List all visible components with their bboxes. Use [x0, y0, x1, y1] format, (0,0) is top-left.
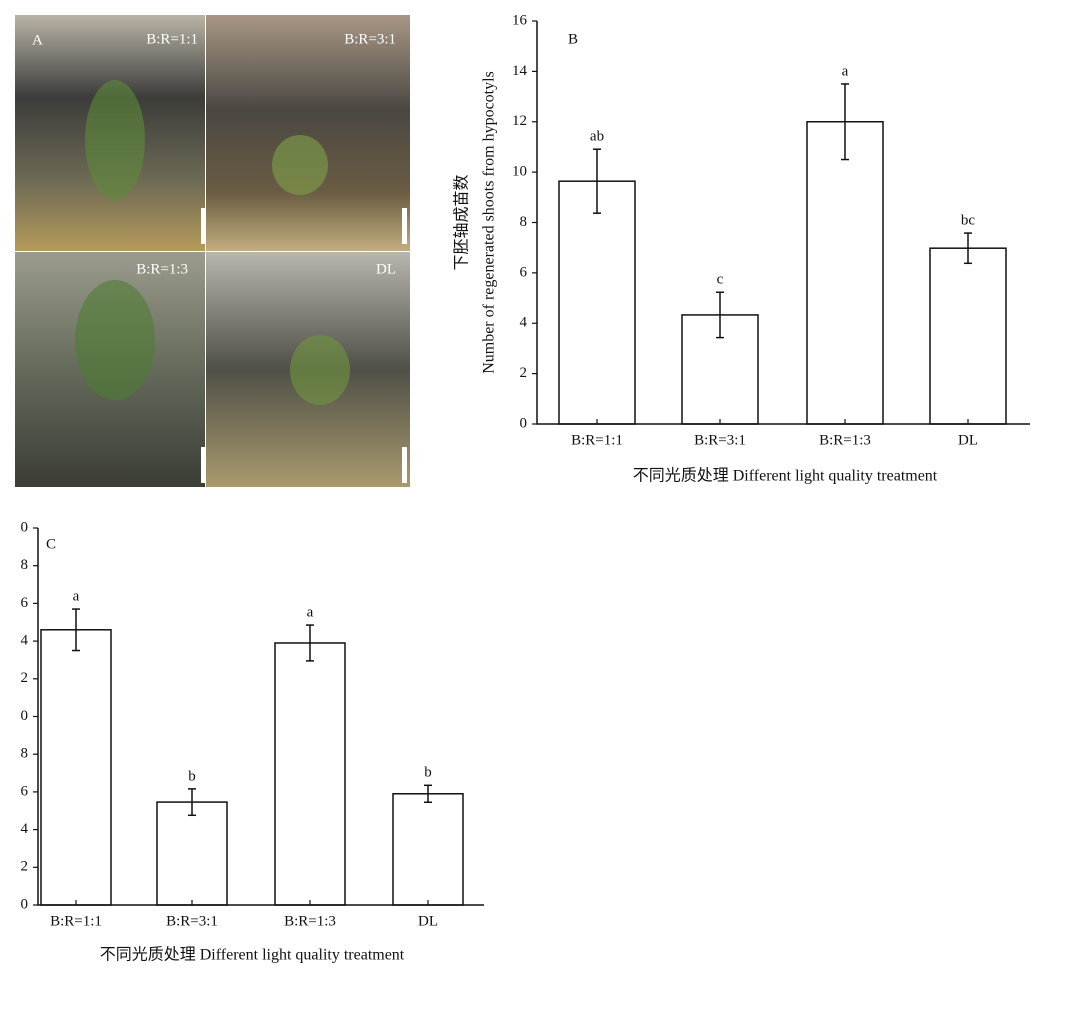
photo-caption: DL — [376, 261, 396, 277]
photo-panel: A B:R=1:1 B:R=3:1 B:R=1:3 DL — [15, 15, 410, 487]
bar — [806, 121, 884, 425]
panel-label: C — [46, 536, 56, 552]
chart-C: 0 2 4 6 8 0 2 4 6 8 0 a B:R=1:1 b B:R=3:1 a B:R=1:3 b DL C 不… — [21, 519, 484, 964]
x-tick-label: B:R=1:1 — [50, 913, 102, 929]
bar — [558, 180, 636, 425]
y-tick-label: 16 — [512, 12, 528, 28]
significance-label: c — [717, 272, 724, 288]
bar — [40, 629, 112, 906]
y-tick-label: 6 — [21, 783, 29, 799]
y-axis-title: 下胚轴成苗数 — [453, 174, 471, 270]
x-tick-label: DL — [958, 432, 978, 448]
y-tick-label: 12 — [512, 113, 527, 129]
y-tick-label: 4 — [21, 821, 29, 837]
y-tick-label: 0 — [520, 415, 528, 431]
plant — [272, 135, 328, 195]
photo — [206, 15, 410, 251]
bar — [274, 642, 346, 906]
chart-B: 0 2 4 6 8 10 12 14 16 ab B:R=1:1 c B:R=3:1 a B:R=1:3 bc… — [453, 12, 1030, 485]
y-tick-label: 10 — [512, 164, 527, 180]
y-tick-label: 6 — [21, 595, 29, 611]
scale-bar — [201, 208, 206, 244]
scale-bar — [201, 447, 206, 483]
photo-caption: B:R=1:1 — [146, 31, 198, 47]
x-tick-label: B:R=1:3 — [819, 432, 871, 448]
photo-caption: B:R=3:1 — [344, 31, 396, 47]
significance-label: ab — [590, 129, 604, 145]
plant — [85, 80, 145, 200]
x-tick-label: B:R=3:1 — [166, 913, 218, 929]
y-tick-label: 2 — [21, 859, 29, 875]
bar — [929, 247, 1007, 425]
x-tick-label: B:R=1:1 — [571, 432, 623, 448]
panel-label: A — [32, 32, 43, 48]
y-tick-label: 4 — [520, 315, 528, 331]
scale-bar — [402, 208, 407, 244]
significance-label: bc — [961, 213, 976, 229]
photo-caption: B:R=1:3 — [136, 261, 188, 277]
axes — [37, 528, 484, 906]
bar — [392, 793, 464, 906]
x-tick-label: B:R=1:3 — [284, 913, 336, 929]
y-tick-label: 14 — [512, 63, 528, 79]
x-tick-label: DL — [418, 913, 438, 929]
bar — [156, 801, 228, 906]
significance-label: b — [424, 765, 432, 781]
y-tick-label: 8 — [21, 557, 29, 573]
y-axis-title: Number of regenerated shoots from hypoco… — [481, 71, 498, 374]
y-tick-label: 2 — [520, 365, 528, 381]
y-tick-label: 6 — [520, 264, 528, 280]
axes — [536, 21, 1030, 425]
significance-label: a — [307, 605, 314, 621]
plant — [75, 280, 155, 400]
y-tick-label: 0 — [21, 896, 29, 912]
significance-label: a — [842, 63, 849, 79]
x-axis-title: 不同光质处理 Different light quality treatment — [100, 946, 405, 964]
y-tick-label: 2 — [21, 670, 29, 686]
significance-label: a — [73, 588, 80, 604]
plant — [290, 335, 350, 405]
y-tick-label: 0 — [21, 519, 29, 535]
y-tick-label: 0 — [21, 708, 29, 724]
x-tick-label: B:R=3:1 — [694, 432, 746, 448]
panel-label: B — [568, 31, 578, 47]
y-tick-label: 8 — [21, 746, 29, 762]
x-axis-title: 不同光质处理 Different light quality treatment — [633, 467, 938, 485]
y-tick-label: 4 — [21, 633, 29, 649]
significance-label: b — [188, 768, 196, 784]
scale-bar — [402, 447, 407, 483]
y-tick-label: 8 — [520, 214, 528, 230]
